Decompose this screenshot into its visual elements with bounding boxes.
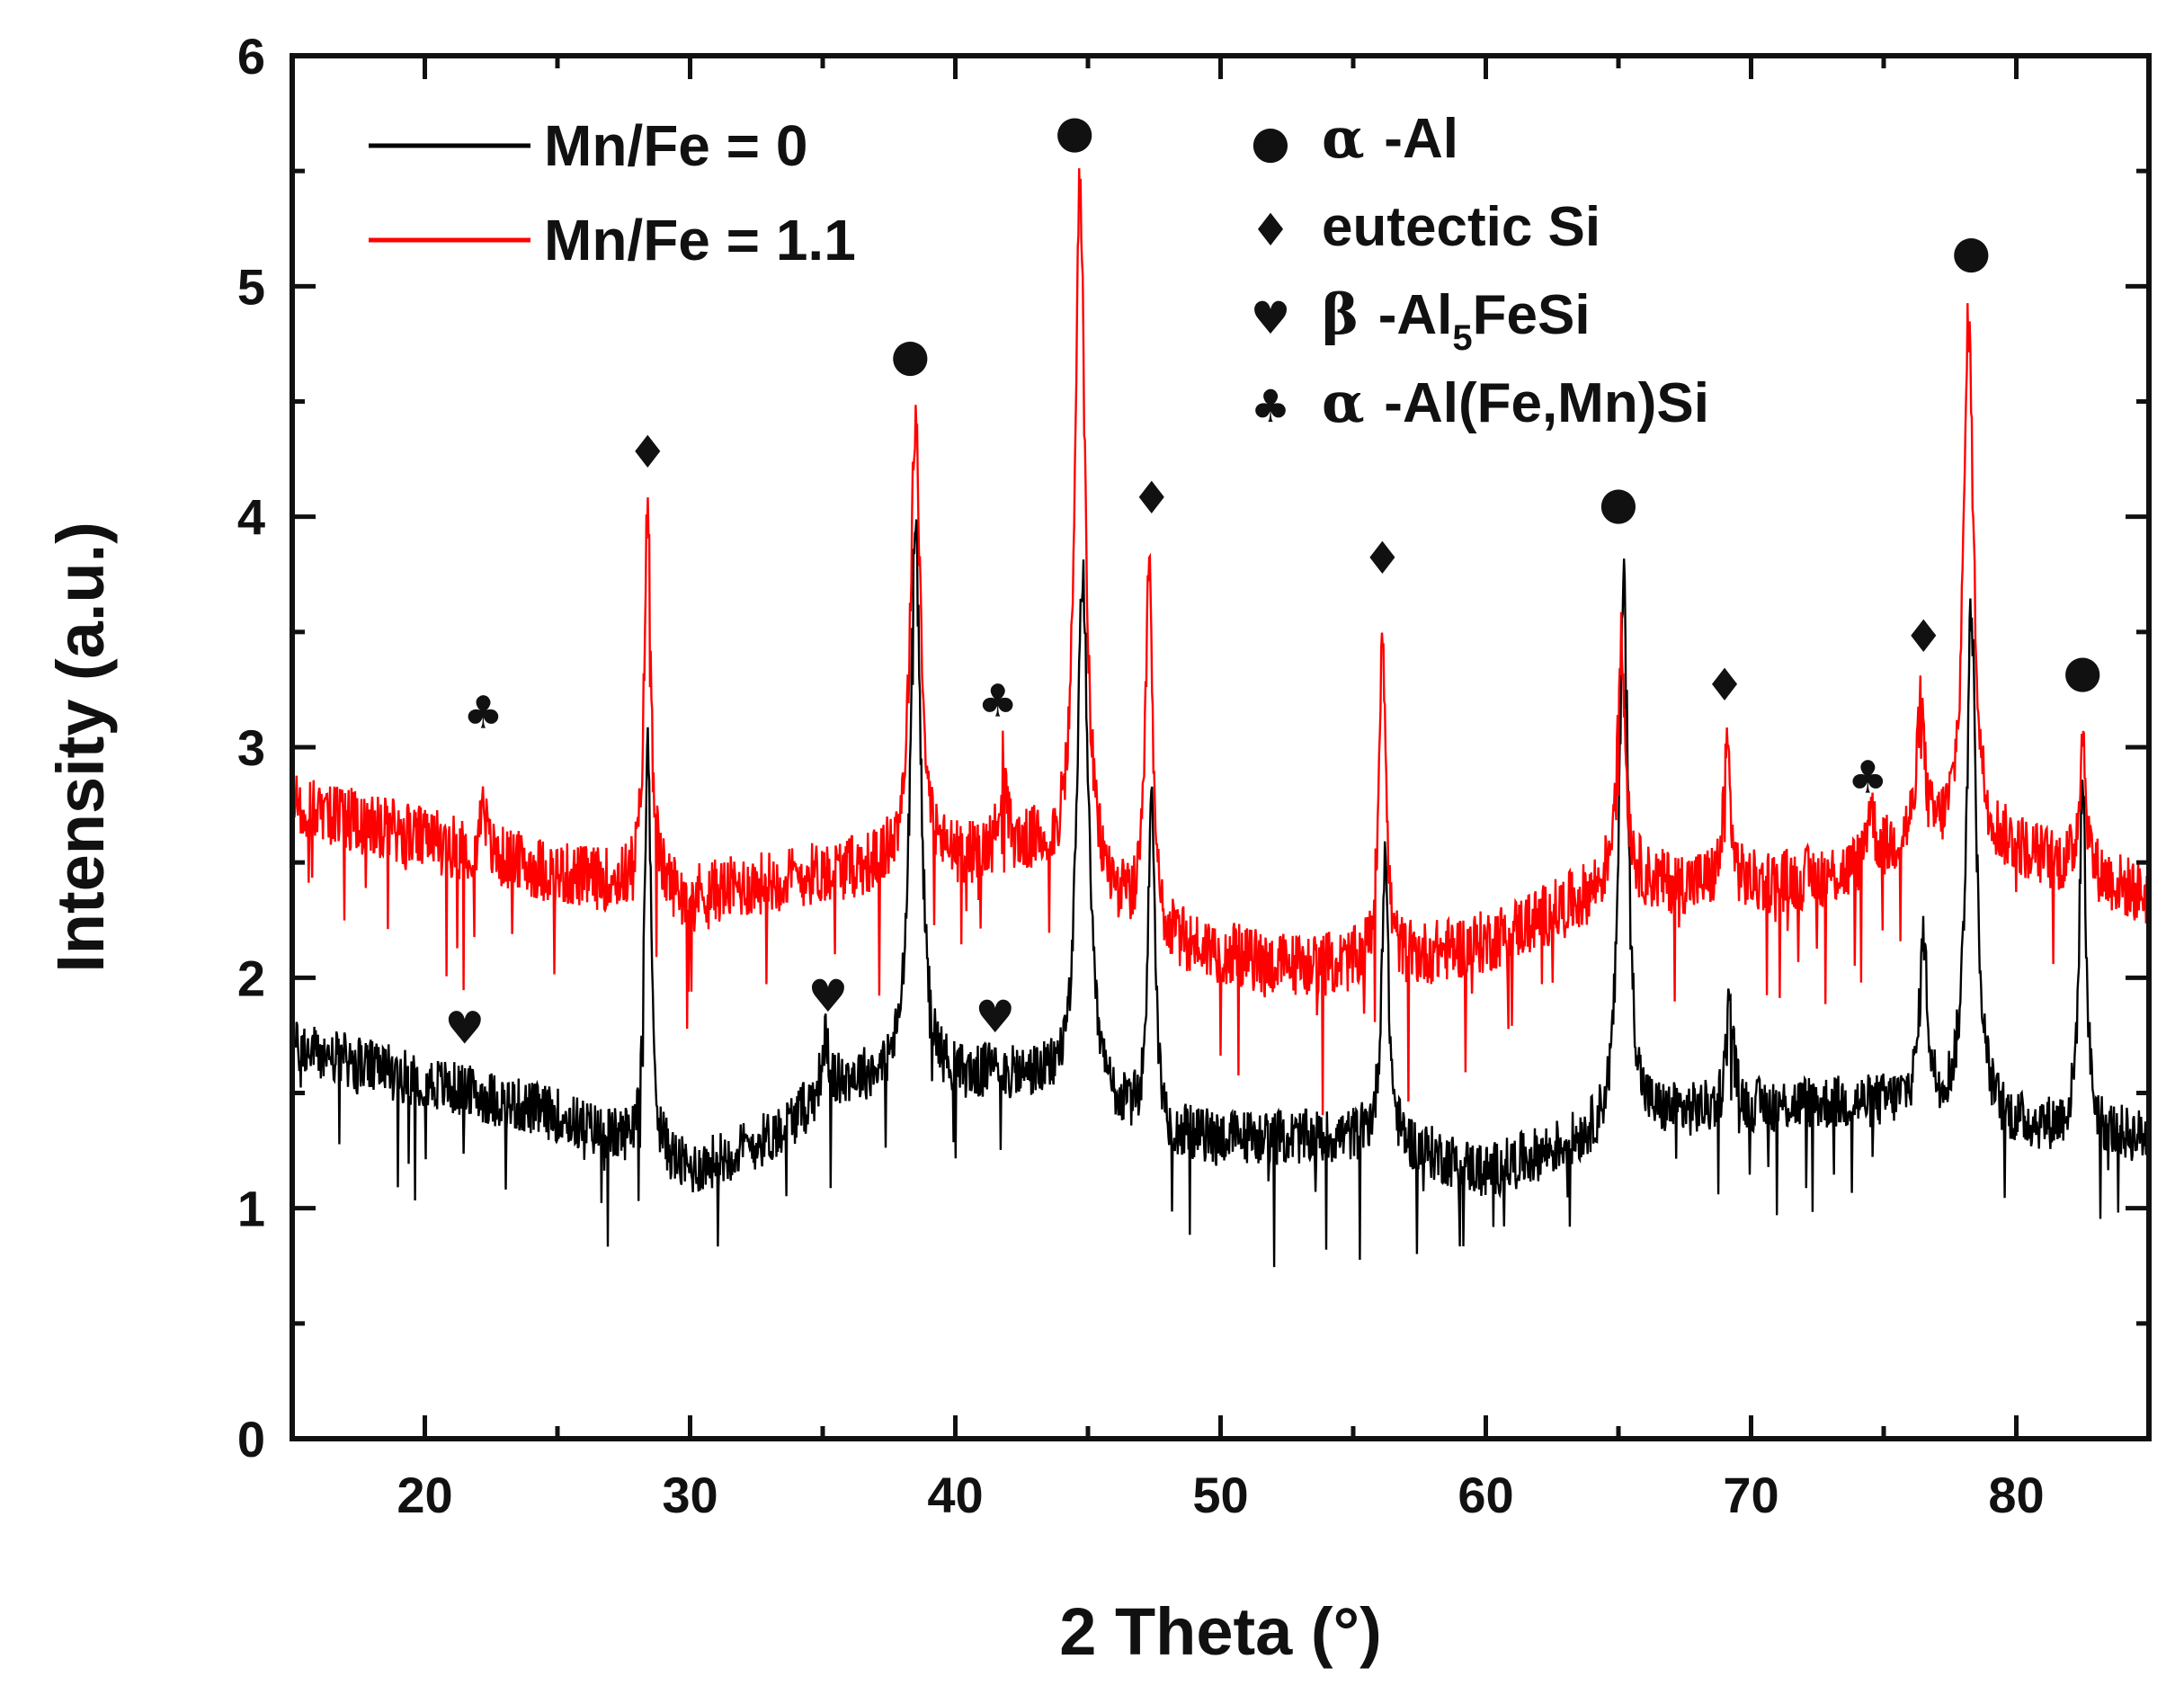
y-tick-label: 1	[237, 1181, 265, 1237]
y-tick-label: 5	[237, 258, 265, 315]
phase-legend-symbol: ♦	[1251, 204, 1291, 256]
y-tick-label: 6	[237, 28, 265, 85]
peak-marker: ♦	[1903, 611, 1944, 663]
peak-marker: ♥	[444, 1003, 485, 1055]
x-axis-title: 2 Theta (°)	[1059, 1594, 1382, 1669]
peak-marker: ♣	[463, 687, 504, 739]
phase-legend-label: β -Al5FeSi	[1322, 281, 1591, 358]
x-tick-label: 40	[927, 1467, 983, 1523]
peak-marker: ♦	[1131, 472, 1172, 524]
series-line-0	[292, 519, 2149, 1268]
x-tick-label: 30	[662, 1467, 718, 1523]
peak-marker: ♥	[807, 970, 848, 1022]
phase-legend: ● α -Al ♦ eutectic Si ♥ β -Al5FeSi ♣ α -Al(Fe,M…	[1251, 105, 1709, 435]
y-tick-label: 4	[237, 489, 265, 546]
peak-marker: ●	[1952, 226, 1992, 278]
peak-marker: ♣	[1848, 751, 1888, 803]
y-tick-label: 2	[237, 950, 265, 1006]
phase-legend-symbol: ♥	[1251, 292, 1291, 344]
peak-marker: ●	[2063, 645, 2102, 697]
phase-legend-label: α -Al(Fe,Mn)Si	[1322, 370, 1709, 435]
axes-layer: 20 30 40 50 60 70 80 0 1 2 3 4 5 6	[237, 28, 2152, 1523]
peak-marker: ●	[1055, 106, 1094, 158]
y-axis-title: Intensity (a.u.)	[43, 522, 118, 973]
series-layer	[292, 168, 2149, 1268]
phase-legend-symbol: ●	[1251, 116, 1290, 168]
phase-legend-label: α -Al	[1322, 105, 1458, 171]
peak-markers: ♣ ♦ ● ● ♣ ♦ ♦ ● ♦ ♣ ♦ ● ● ♥ ♥ ♥	[444, 106, 2102, 1055]
peak-marker: ♦	[628, 426, 668, 478]
x-tick-label: 20	[397, 1467, 452, 1523]
peak-marker: ●	[891, 329, 931, 381]
x-tick-label: 70	[1723, 1467, 1778, 1523]
y-tick-label: 0	[237, 1411, 265, 1467]
phase-legend-label: eutectic Si	[1322, 196, 1600, 258]
x-tick-label: 60	[1457, 1467, 1513, 1523]
phase-legend-symbol: ♣	[1251, 380, 1291, 433]
legend-label: Mn/Fe = 1.1	[544, 208, 856, 272]
peak-marker: ♦	[1362, 532, 1403, 584]
peak-marker: ♣	[977, 675, 1018, 727]
x-tick-label: 50	[1192, 1467, 1248, 1523]
y-tick-label: 3	[237, 719, 265, 776]
peak-marker: ●	[1599, 477, 1638, 529]
x-tick-label: 80	[1988, 1467, 2044, 1523]
legend-label: Mn/Fe = 0	[544, 113, 807, 178]
peak-marker: ♦	[1705, 659, 1745, 711]
series-line-1	[292, 168, 2149, 1116]
legend-layer: Mn/Fe = 0 Mn/Fe = 1.1	[369, 113, 856, 272]
peak-marker: ♥	[975, 991, 1015, 1043]
